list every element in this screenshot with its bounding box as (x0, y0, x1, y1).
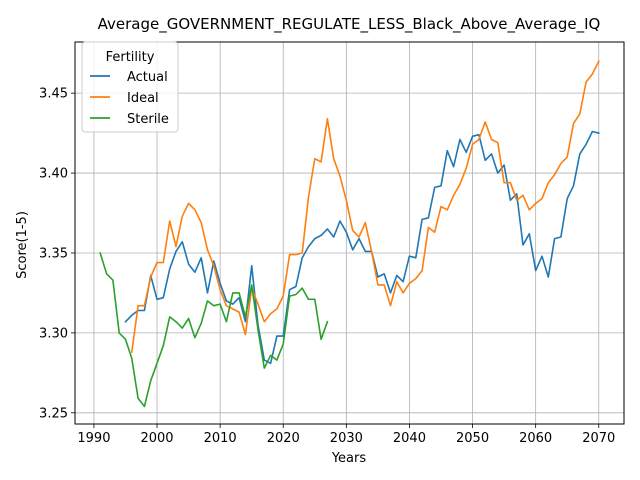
x-tick-label: 2040 (393, 431, 426, 446)
chart-title: Average_GOVERNMENT_REGULATE_LESS_Black_A… (98, 15, 601, 34)
y-axis-title: Score(1-5) (15, 211, 30, 279)
y-tick-label: 3.40 (39, 167, 68, 182)
x-tick-label: 2010 (204, 431, 237, 446)
x-tick-label: 2050 (456, 431, 489, 446)
y-tick-label: 3.25 (39, 406, 68, 421)
legend: Fertility Actual Ideal Sterile (82, 42, 178, 132)
x-tick-label: 2000 (140, 431, 173, 446)
x-tick-label: 2060 (519, 431, 552, 446)
y-tick-label: 3.30 (39, 326, 68, 341)
legend-title: Fertility (106, 50, 155, 65)
legend-label-ideal: Ideal (127, 91, 159, 106)
x-tick-label: 1990 (77, 431, 110, 446)
x-tick-label: 2030 (330, 431, 363, 446)
x-axis-title: Years (331, 451, 367, 466)
x-tick-label: 2070 (582, 431, 615, 446)
legend-label-sterile: Sterile (127, 112, 169, 127)
x-tick-label: 2020 (267, 431, 300, 446)
y-tick-label: 3.45 (39, 87, 68, 102)
legend-label-actual: Actual (127, 70, 168, 85)
y-tick-label: 3.35 (39, 246, 68, 261)
